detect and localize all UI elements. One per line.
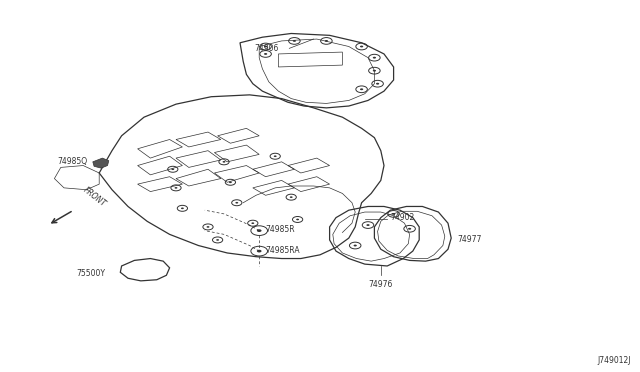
Text: 74906: 74906 bbox=[254, 44, 278, 53]
Circle shape bbox=[207, 226, 209, 228]
Circle shape bbox=[408, 228, 412, 230]
Circle shape bbox=[257, 250, 262, 253]
Circle shape bbox=[229, 182, 232, 183]
Circle shape bbox=[372, 57, 376, 59]
Circle shape bbox=[366, 224, 370, 226]
Circle shape bbox=[274, 155, 276, 157]
Text: 74976: 74976 bbox=[369, 280, 393, 289]
Text: J749012J: J749012J bbox=[597, 356, 630, 365]
Text: 75500Y: 75500Y bbox=[77, 269, 106, 278]
Circle shape bbox=[181, 208, 184, 209]
Text: 74902: 74902 bbox=[390, 213, 415, 222]
Circle shape bbox=[264, 45, 268, 48]
Circle shape bbox=[223, 161, 225, 163]
Circle shape bbox=[392, 213, 396, 215]
Text: 74985Q: 74985Q bbox=[58, 157, 88, 166]
Text: FRONT: FRONT bbox=[81, 185, 108, 208]
Circle shape bbox=[264, 53, 268, 55]
Polygon shape bbox=[93, 158, 109, 168]
Circle shape bbox=[257, 229, 262, 232]
Circle shape bbox=[296, 219, 299, 220]
Circle shape bbox=[236, 202, 238, 203]
Text: 74977: 74977 bbox=[458, 235, 482, 244]
Circle shape bbox=[175, 187, 177, 189]
Circle shape bbox=[290, 196, 292, 198]
Circle shape bbox=[376, 83, 380, 85]
Circle shape bbox=[292, 40, 296, 42]
Text: 74985RA: 74985RA bbox=[266, 246, 300, 255]
Circle shape bbox=[360, 45, 364, 48]
Circle shape bbox=[216, 239, 219, 241]
Circle shape bbox=[372, 70, 376, 72]
Text: 74985R: 74985R bbox=[266, 225, 295, 234]
Circle shape bbox=[324, 40, 328, 42]
Circle shape bbox=[353, 244, 357, 247]
Circle shape bbox=[172, 169, 174, 170]
Circle shape bbox=[360, 88, 364, 90]
Circle shape bbox=[252, 222, 254, 224]
